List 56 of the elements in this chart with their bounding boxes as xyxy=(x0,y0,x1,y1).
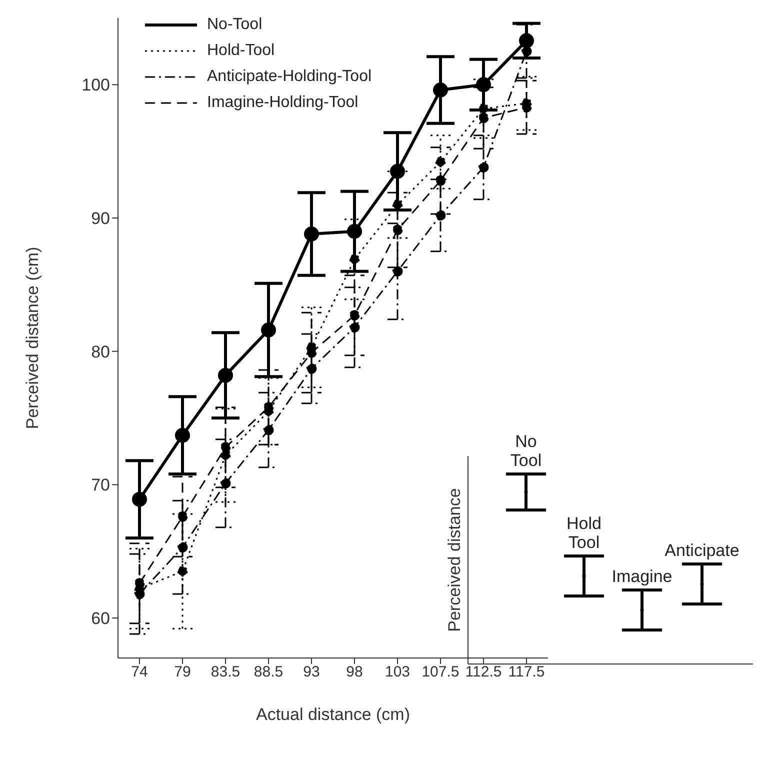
text: Perceived distance xyxy=(445,488,464,632)
legend-label: Anticipate-Holding-Tool xyxy=(207,68,372,86)
point xyxy=(392,199,403,210)
legend-label: Imagine-Holding-Tool xyxy=(207,94,358,112)
point xyxy=(306,363,317,374)
legend-label: Hold-Tool xyxy=(207,42,275,60)
y-tick-label: 100 xyxy=(82,76,110,95)
point xyxy=(218,368,233,383)
point xyxy=(177,511,188,522)
point xyxy=(349,322,360,333)
point xyxy=(175,428,190,443)
point xyxy=(347,224,362,239)
point xyxy=(349,310,360,321)
point xyxy=(177,566,188,577)
text: Anticipate xyxy=(664,541,740,560)
point xyxy=(433,82,448,98)
x-tick-label: 107.5 xyxy=(422,664,460,681)
y-tick-label: 90 xyxy=(91,209,110,228)
point xyxy=(435,210,446,221)
y-axis-title: Perceived distance (cm) xyxy=(23,246,42,430)
point xyxy=(261,322,276,338)
x-tick-label: 103 xyxy=(384,664,410,681)
x-tick-label: 79 xyxy=(174,664,191,681)
x-tick-label: 112.5 xyxy=(465,664,502,681)
point xyxy=(478,162,489,173)
annotation: No Tool xyxy=(510,432,542,470)
x-tick-label: 93 xyxy=(303,664,320,681)
point xyxy=(519,33,534,48)
point xyxy=(478,103,489,114)
point xyxy=(263,424,274,436)
point xyxy=(435,175,446,186)
text: Imagine xyxy=(612,567,672,586)
y-tick-label: 60 xyxy=(91,609,110,628)
point xyxy=(392,266,403,277)
point xyxy=(220,478,231,489)
point xyxy=(478,112,489,124)
point xyxy=(392,224,403,236)
x-tick-label: 117.5 xyxy=(508,664,545,681)
point xyxy=(521,46,532,57)
point xyxy=(177,542,188,553)
y-tick-label: 80 xyxy=(91,342,110,362)
x-tick-label: 74 xyxy=(131,664,148,681)
point xyxy=(349,254,360,265)
point xyxy=(304,226,319,242)
x-axis-title: Actual distance (cm) xyxy=(256,705,410,724)
point xyxy=(476,77,491,92)
y-tick-label: 70 xyxy=(91,476,110,495)
x-tick-label: 88.5 xyxy=(254,664,284,681)
point xyxy=(132,492,147,507)
legend-label: No-Tool xyxy=(207,16,262,34)
point xyxy=(435,156,446,168)
x-tick-label: 98 xyxy=(346,664,363,681)
point xyxy=(220,442,231,453)
x-tick-label: 83.5 xyxy=(210,664,240,681)
point xyxy=(390,164,405,179)
text: Hold Tool xyxy=(566,514,602,552)
